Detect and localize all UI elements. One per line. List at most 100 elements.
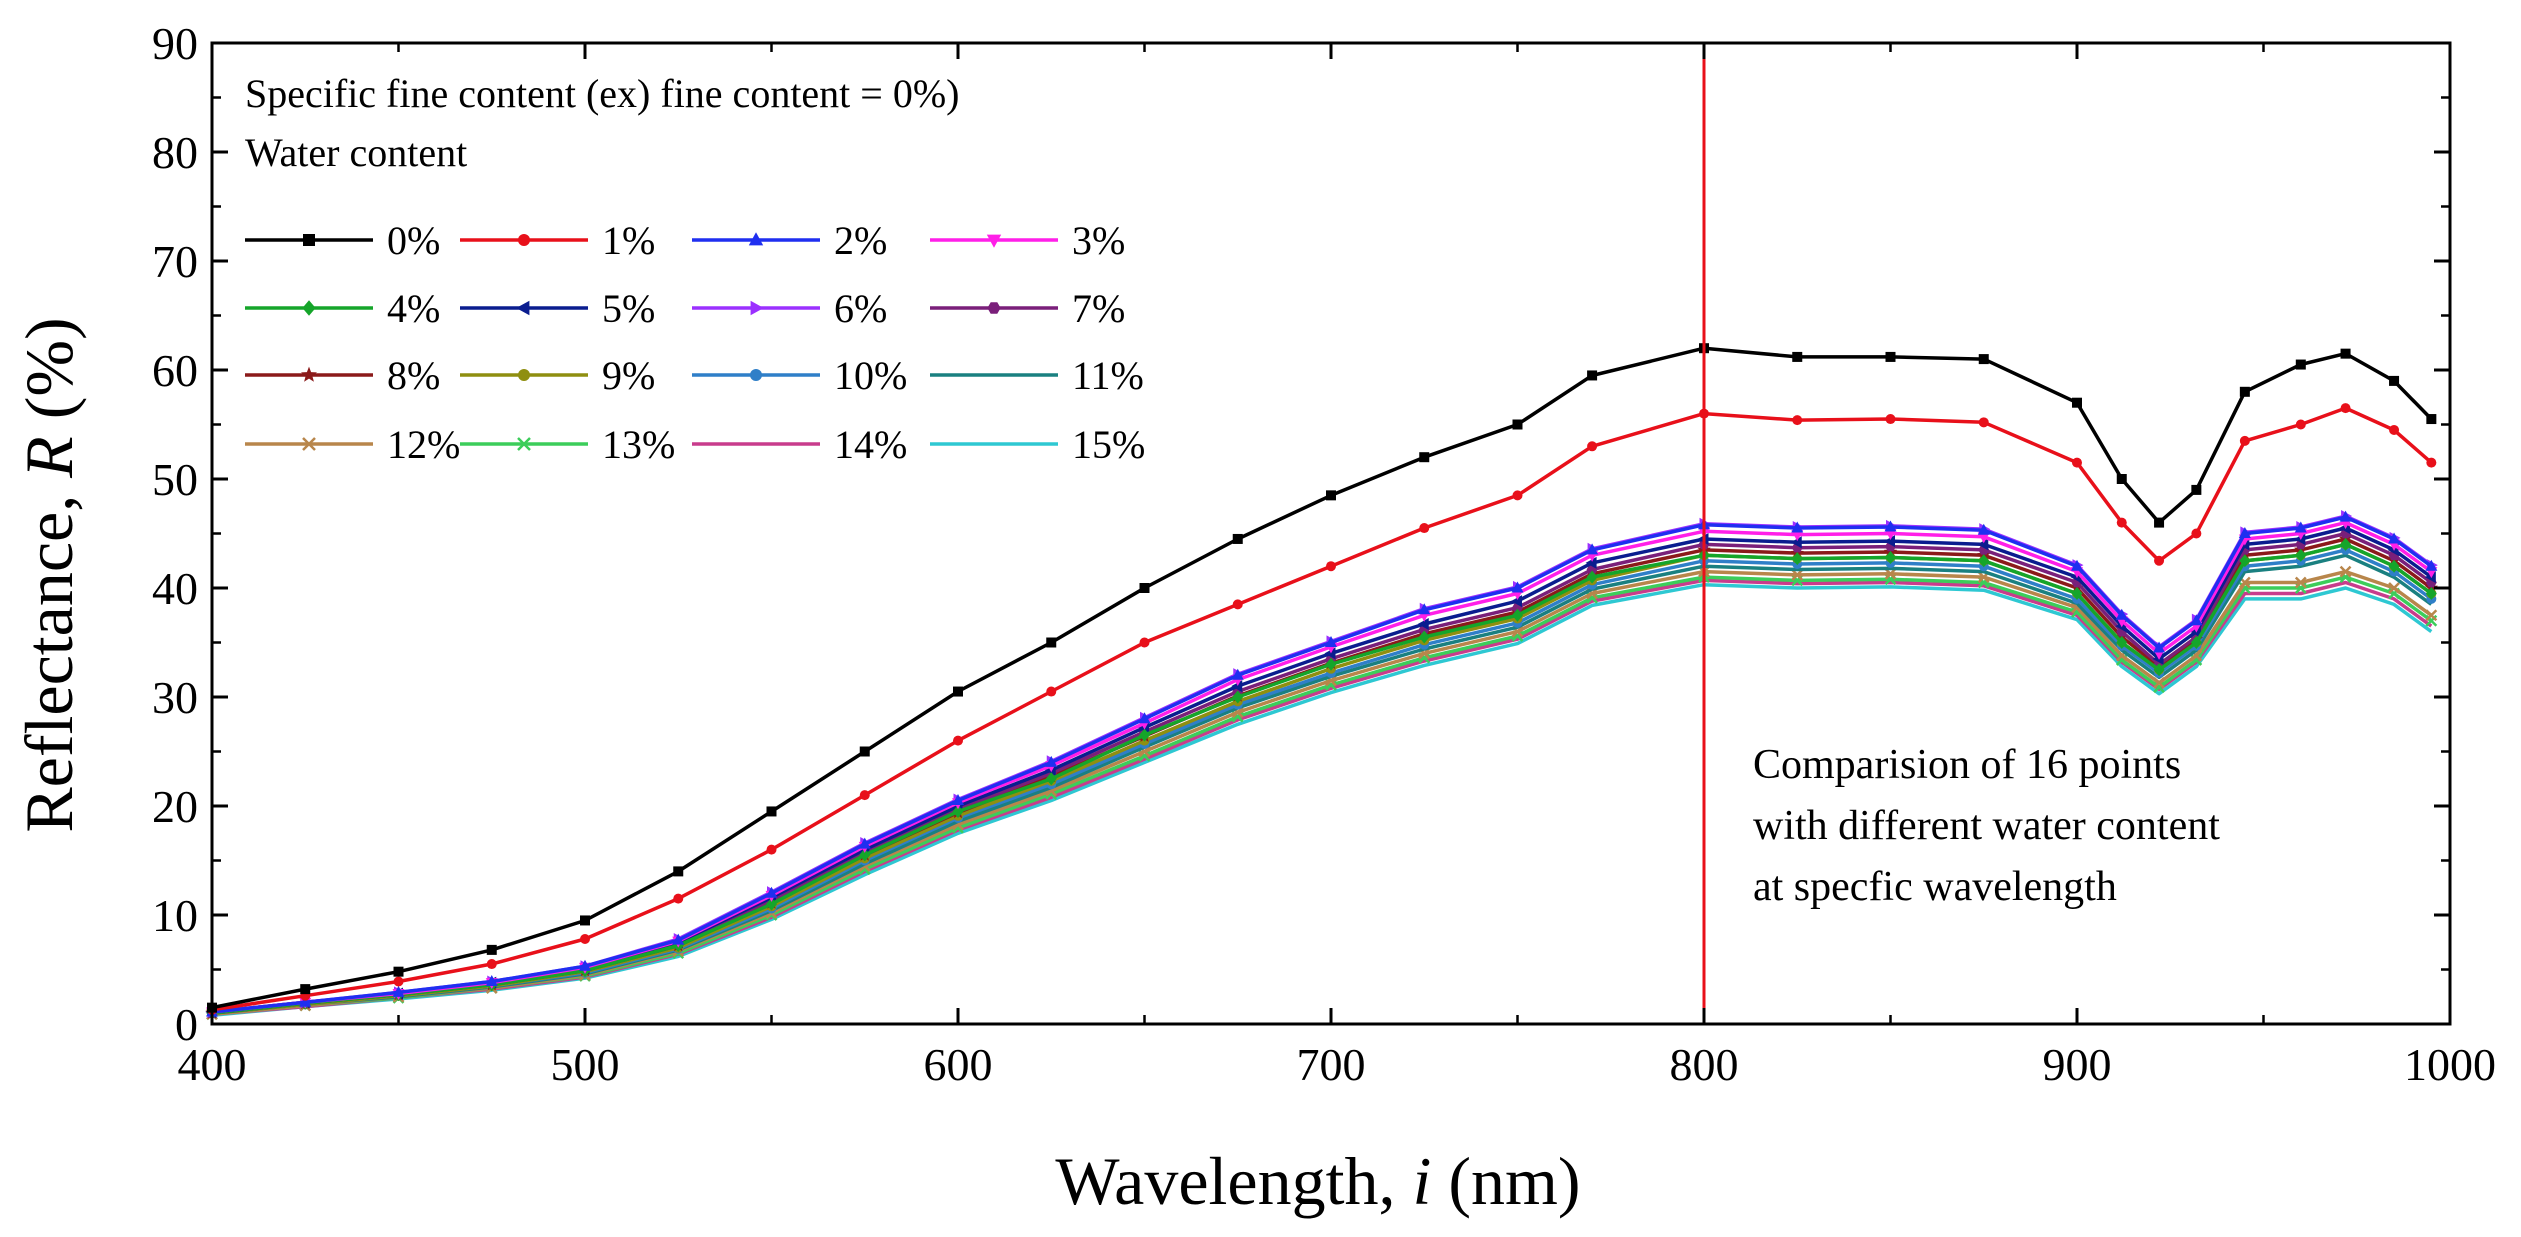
data-point (2153, 676, 2165, 689)
data-point (2295, 548, 2307, 562)
data-point (486, 959, 497, 970)
data-point (2238, 527, 2251, 538)
data-point (393, 966, 404, 977)
data-point (1512, 490, 1523, 501)
data-point (2191, 528, 2202, 539)
x-axis-title-variable: i (1412, 1143, 1431, 1219)
data-point (2116, 474, 2127, 484)
y-tick-label: 60 (152, 345, 198, 396)
data-point (2239, 386, 2250, 397)
y-tick-label: 20 (152, 781, 198, 832)
legend-label: 7% (1072, 286, 1125, 331)
data-point (1326, 490, 1336, 501)
legend-label: 10% (834, 353, 907, 398)
legend-label: 6% (834, 286, 887, 331)
legend-title-water-content: Water content (245, 130, 467, 175)
y-tick-label: 10 (152, 890, 198, 941)
data-point (1232, 690, 1244, 704)
data-point (1885, 351, 1896, 362)
data-point (1139, 637, 1150, 648)
legend: 0% 1% 2% 3% 4% 5% 6% 7% 8% 9% 10% 11% 12% 13% 14% 15% (245, 218, 1145, 467)
legend-item-7pct: 7% (930, 286, 1125, 331)
data-point (2153, 681, 2165, 694)
data-point (1418, 630, 1430, 644)
data-point (1978, 354, 1989, 365)
data-point (672, 933, 685, 945)
data-point (580, 933, 590, 944)
data-point (1884, 567, 1897, 580)
data-point (2294, 521, 2307, 533)
legend-swatch-marker (518, 234, 530, 246)
data-point (2388, 582, 2400, 594)
data-point (858, 837, 871, 849)
data-point (1791, 530, 1804, 542)
legend-label: 14% (834, 422, 907, 467)
data-point (765, 886, 778, 898)
data-point (2153, 663, 2165, 677)
data-point (1791, 521, 1804, 533)
data-point (1512, 608, 1523, 622)
data-point (1511, 595, 1522, 608)
x-axis-title-prefix: Wavelength, (1055, 1143, 1412, 1219)
data-point (485, 974, 498, 986)
legend-swatch-marker (750, 300, 764, 316)
y-tick-label: 30 (152, 672, 198, 723)
data-point (2153, 641, 2166, 653)
x-axis-title: Wavelength, i (nm) (1055, 1143, 1580, 1219)
legend-swatch-marker (518, 369, 530, 381)
data-point (299, 995, 312, 1007)
data-point (1978, 554, 1990, 568)
legend-item-11pct: 11% (930, 353, 1144, 398)
legend-label: 13% (602, 422, 675, 467)
data-point (2388, 559, 2400, 573)
data-point (2154, 555, 2165, 566)
data-point (1791, 552, 1803, 566)
annotation-line-1: Comparision of 16 points (1753, 742, 2181, 788)
data-point (2294, 576, 2307, 589)
data-point (2239, 435, 2250, 446)
legend-item-5pct: 5% (460, 286, 655, 331)
annotation-line-2: with different water content (1753, 803, 2220, 849)
data-point (1977, 523, 1990, 535)
data-point (953, 686, 963, 697)
data-point (1325, 636, 1337, 647)
x-tick-label: 800 (1670, 1039, 1739, 1090)
legend-item-0pct: 0% (245, 218, 440, 263)
data-point (2190, 636, 2202, 649)
data-point (1138, 712, 1151, 724)
data-point (1791, 569, 1804, 581)
y-tick-label: 80 (152, 127, 198, 178)
data-point (2389, 424, 2400, 435)
legend-item-14pct: 14% (692, 422, 907, 467)
data-point (1511, 581, 1524, 593)
series-1pct (207, 403, 2437, 1015)
data-point (2239, 554, 2251, 568)
data-point (2115, 608, 2128, 620)
data-point (1977, 532, 1990, 544)
data-point (1139, 583, 1150, 593)
legend-item-3pct: 3% (930, 218, 1125, 263)
legend-title-fine-content: Specific fine content (ex) fine content … (245, 71, 960, 116)
data-point (2154, 517, 2165, 528)
legend-item-15pct: 15% (930, 422, 1145, 467)
series-4pct (206, 537, 2437, 1020)
series-15pct (211, 582, 2433, 1018)
data-point (1045, 772, 1057, 786)
data-point (579, 959, 591, 971)
legend-label: 4% (387, 286, 440, 331)
data-point (2425, 586, 2437, 600)
data-point (1792, 415, 1803, 426)
data-point (1586, 543, 1599, 555)
data-point (1046, 686, 1057, 697)
data-point (1884, 520, 1897, 532)
legend-label: 1% (602, 218, 655, 263)
data-point (1885, 550, 1896, 564)
data-point (2426, 457, 2437, 468)
data-point (2426, 414, 2437, 425)
y-tick-label: 70 (152, 236, 198, 287)
data-point (952, 794, 964, 806)
data-point (1325, 657, 1337, 671)
data-point (1587, 370, 1598, 381)
data-point (2339, 510, 2352, 522)
